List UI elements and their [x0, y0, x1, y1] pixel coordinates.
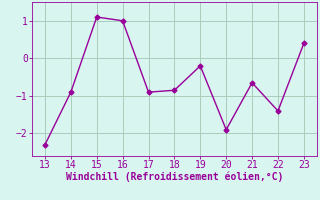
- X-axis label: Windchill (Refroidissement éolien,°C): Windchill (Refroidissement éolien,°C): [66, 172, 283, 182]
